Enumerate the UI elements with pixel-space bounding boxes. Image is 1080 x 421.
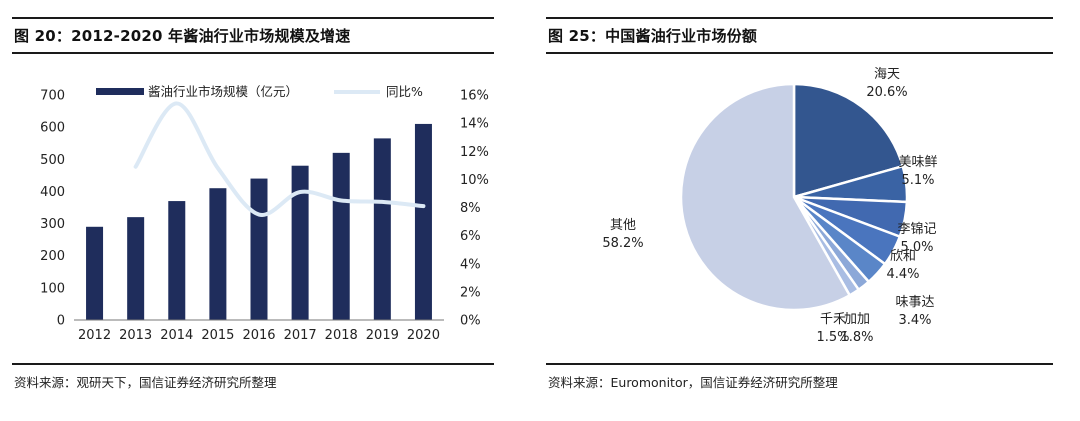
bar-2019 xyxy=(373,138,391,320)
y2-tick-label: 16% xyxy=(460,89,489,104)
y2-tick-label: 12% xyxy=(460,145,489,160)
bottom-rule xyxy=(546,363,1053,365)
pie-label: 美味鲜 xyxy=(898,155,937,170)
pie-slice-其他 xyxy=(679,82,852,312)
top-rule xyxy=(12,17,494,19)
right-figure-panel: 图 25：中国酱油行业市场份额 海天 20.6% 美味鲜 5.1% 李锦记 5.0% 欣和 4… xyxy=(546,0,1053,421)
y2-tick-label: 8% xyxy=(460,201,481,216)
x-tick-label: 2014 xyxy=(160,328,193,343)
x-tick-label: 2020 xyxy=(407,328,440,343)
y2-tick-label: 0% xyxy=(460,314,481,329)
figure-source: 资料来源：观研天下，国信证券经济研究所整理 xyxy=(14,375,277,390)
bar-2016 xyxy=(250,178,268,320)
pie-label: 李锦记 xyxy=(897,222,936,237)
bar-2013 xyxy=(127,217,145,320)
y2-tick-label: 4% xyxy=(460,257,481,272)
y-tick-label: 500 xyxy=(40,153,65,168)
bar-2015 xyxy=(209,188,227,320)
figure-source: 资料来源：Euromonitor，国信证券经济研究所整理 xyxy=(548,375,838,390)
y-tick-label: 400 xyxy=(40,185,65,200)
bar-2017 xyxy=(291,165,309,320)
pie-value-label: 3.4% xyxy=(898,313,931,328)
y-tick-label: 300 xyxy=(40,217,65,232)
y2-tick-label: 6% xyxy=(460,229,481,244)
y2-tick-label: 14% xyxy=(460,117,489,132)
legend-bar-label: 酱油行业市场规模（亿元） xyxy=(148,84,298,99)
x-tick-label: 2019 xyxy=(366,328,399,343)
pie-label: 其他 xyxy=(610,218,636,233)
y-tick-label: 0 xyxy=(57,314,65,329)
figure-title: 图 25：中国酱油行业市场份额 xyxy=(548,27,758,45)
title-rule xyxy=(546,52,1053,54)
top-rule xyxy=(546,17,1053,19)
y-tick-label: 200 xyxy=(40,249,65,264)
x-tick-label: 2012 xyxy=(78,328,111,343)
pie-value-label: 4.4% xyxy=(886,267,919,282)
pie-slice-海天 xyxy=(792,82,905,199)
pie-label: 千禾 xyxy=(820,312,846,327)
bar-line-chart: 0 100 200 300 400 500 600 700 0% 2% 4% 6% 8% 10% 12% 14… xyxy=(40,84,489,343)
pie-label: 欣和 xyxy=(890,249,916,264)
pie-value-label: 5.0% xyxy=(900,240,933,255)
title-rule xyxy=(12,52,494,54)
x-tick-label: 2016 xyxy=(242,328,275,343)
bar-2018 xyxy=(332,152,350,320)
pie-label: 加加 xyxy=(844,312,870,327)
legend-bar-swatch xyxy=(96,88,144,95)
bar-2012 xyxy=(86,226,104,320)
bottom-rule xyxy=(12,363,494,365)
pie-label: 味事达 xyxy=(895,295,934,310)
x-tick-label: 2015 xyxy=(201,328,234,343)
pie-label: 海天 xyxy=(874,67,900,82)
y-tick-label: 700 xyxy=(40,89,65,104)
bar-2020 xyxy=(414,123,432,320)
pie-value-label: 1.8% xyxy=(840,330,873,345)
x-tick-label: 2018 xyxy=(325,328,358,343)
left-figure-panel: 图 20：2012-2020 年酱油行业市场规模及增速 0 100 200 300 40… xyxy=(12,0,494,421)
y2-tick-label: 10% xyxy=(460,173,489,188)
y-tick-label: 100 xyxy=(40,281,65,296)
y2-tick-label: 2% xyxy=(460,285,481,300)
figure-title: 图 20：2012-2020 年酱油行业市场规模及增速 xyxy=(14,27,351,45)
x-tick-label: 2017 xyxy=(284,328,317,343)
pie-value-label: 5.1% xyxy=(901,173,934,188)
pie-value-label: 20.6% xyxy=(866,85,907,100)
growth-rate-line xyxy=(133,101,426,217)
pie-chart: 海天 20.6% 美味鲜 5.1% 李锦记 5.0%欣和 4.4% 味事达 3.4% 加加 1.8%… xyxy=(602,67,937,345)
y-tick-label: 600 xyxy=(40,121,65,136)
pie-value-label: 1.5% xyxy=(816,330,849,345)
pie-value-label: 58.2% xyxy=(602,236,643,251)
x-tick-label: 2013 xyxy=(119,328,152,343)
bar-2014 xyxy=(168,201,186,320)
legend-line-label: 同比% xyxy=(386,84,423,99)
